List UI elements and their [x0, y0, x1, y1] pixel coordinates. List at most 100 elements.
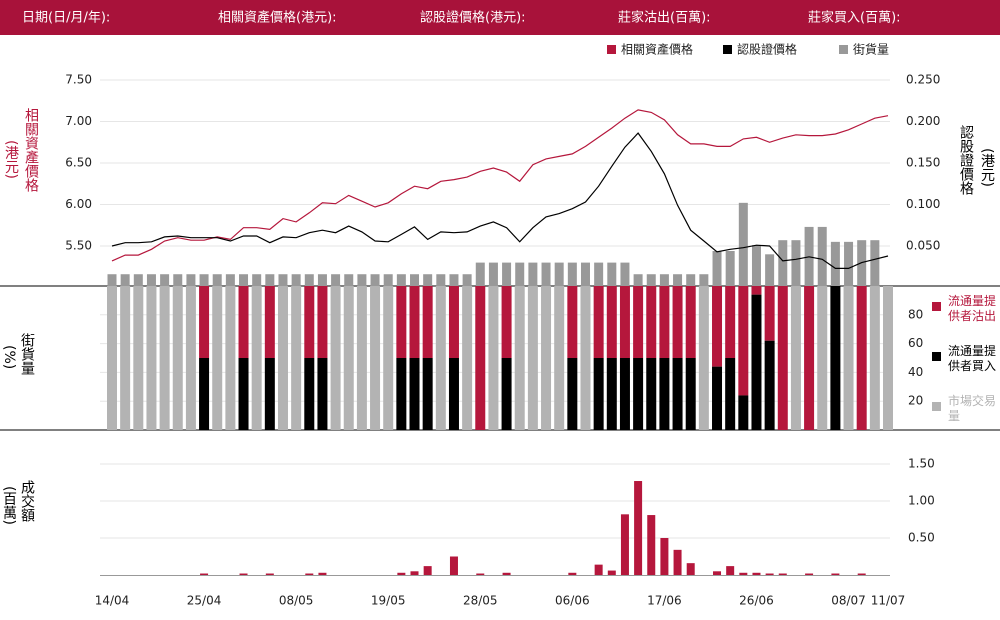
turnover-bar: [305, 573, 314, 575]
turnover-bar: [805, 573, 814, 575]
tick-label: 0.50: [908, 531, 935, 545]
share-bar: [554, 286, 565, 430]
stock-bar: [423, 274, 433, 288]
stock-bar: [541, 262, 551, 288]
share-bar: [672, 286, 683, 358]
share-bar: [685, 286, 696, 358]
stock-bar: [146, 274, 156, 288]
share-bar: [120, 286, 131, 430]
turnover-bar: [713, 571, 722, 575]
turnover-bar: [397, 572, 406, 575]
stock-bar: [462, 274, 472, 288]
stock-bar: [173, 274, 183, 288]
stock-bar: [370, 274, 380, 288]
header-label: 相關資產價格(港元):: [218, 10, 337, 26]
tick-label: 20: [908, 394, 923, 408]
share-bar: [843, 286, 854, 430]
share-bar: [159, 286, 170, 430]
share-bar: [804, 286, 815, 430]
share-bar: [409, 358, 420, 430]
share-bar: [448, 358, 459, 430]
share-bar: [238, 286, 249, 358]
x-tick-label: 25/04: [187, 594, 222, 608]
stock-bar: [817, 226, 827, 288]
x-tick-label: 19/05: [371, 594, 406, 608]
share-bar: [606, 286, 617, 358]
turnover-bar: [778, 573, 787, 575]
share-bar: [606, 358, 617, 430]
stock-bar: [199, 274, 209, 288]
stock-bar: [502, 262, 512, 288]
share-bar: [501, 286, 512, 358]
share-bar: [435, 286, 446, 430]
stock-bar: [225, 274, 235, 288]
stock-bar: [778, 240, 788, 288]
stock-bar: [712, 250, 722, 288]
stock-bar: [765, 254, 775, 288]
x-tick-label: 26/06: [739, 594, 774, 608]
share-bar: [356, 286, 367, 430]
share-bar: [698, 286, 709, 430]
y-unit: (百萬): [1, 486, 17, 525]
share-bar: [646, 358, 657, 430]
share-bar: [330, 286, 341, 430]
stock-bar: [738, 202, 748, 288]
stock-bar: [449, 274, 459, 288]
turnover-bar: [410, 571, 419, 575]
header-bar: [0, 0, 1000, 35]
x-tick-label: 14/04: [95, 594, 130, 608]
x-tick-label: 11/07: [871, 594, 906, 608]
legend-swatch: [839, 45, 848, 54]
share-bar: [659, 358, 670, 430]
share-bar: [712, 366, 723, 430]
share-bar: [317, 358, 328, 430]
stock-bar: [304, 274, 314, 288]
turnover-bar: [686, 563, 695, 575]
stock-bar: [870, 240, 880, 288]
stock-bar: [830, 241, 840, 288]
share-bar: [185, 286, 196, 430]
y-label: 成交額: [19, 480, 35, 522]
x-tick-label: 28/05: [463, 594, 498, 608]
share-bar: [343, 286, 354, 430]
share-bar: [409, 286, 420, 358]
turnover-bar: [476, 573, 485, 575]
stock-bar: [751, 245, 761, 288]
turnover-bar: [831, 573, 840, 575]
legend-swatch: [932, 402, 941, 411]
share-bar: [725, 358, 736, 430]
turnover-bar: [449, 556, 458, 575]
tick-label: 0.100: [906, 197, 940, 211]
share-bar: [146, 286, 157, 430]
header-label: 認股證價格(港元):: [420, 10, 526, 26]
tick-label: 1.50: [908, 457, 935, 471]
stock-bar: [357, 274, 367, 288]
x-tick-label: 17/06: [647, 594, 682, 608]
share-bar: [764, 286, 775, 341]
share-bar: [370, 286, 381, 430]
stock-bar: [475, 262, 485, 288]
share-bar: [172, 286, 183, 430]
y-label: 街貨量: [19, 333, 35, 375]
share-bar: [830, 286, 841, 430]
share-bar: [764, 340, 775, 430]
stock-bar: [646, 274, 656, 288]
stock-bar: [278, 274, 288, 288]
turnover-bar: [568, 572, 577, 575]
stock-bar: [331, 274, 341, 288]
turnover-bar: [502, 572, 511, 575]
y-unit: (港元): [3, 140, 19, 179]
stock-bar: [844, 241, 854, 288]
share-bar: [883, 286, 893, 430]
share-bar: [448, 286, 459, 358]
share-bar: [738, 395, 749, 430]
share-bar: [619, 358, 630, 430]
share-bar: [475, 286, 486, 430]
share-bar: [790, 286, 801, 430]
share-bar: [659, 286, 670, 358]
stock-bar: [396, 274, 406, 288]
share-bar: [869, 286, 880, 430]
share-bar: [646, 286, 657, 358]
stock-bar: [488, 262, 498, 288]
header-label: 日期(日/月/年):: [22, 11, 110, 26]
